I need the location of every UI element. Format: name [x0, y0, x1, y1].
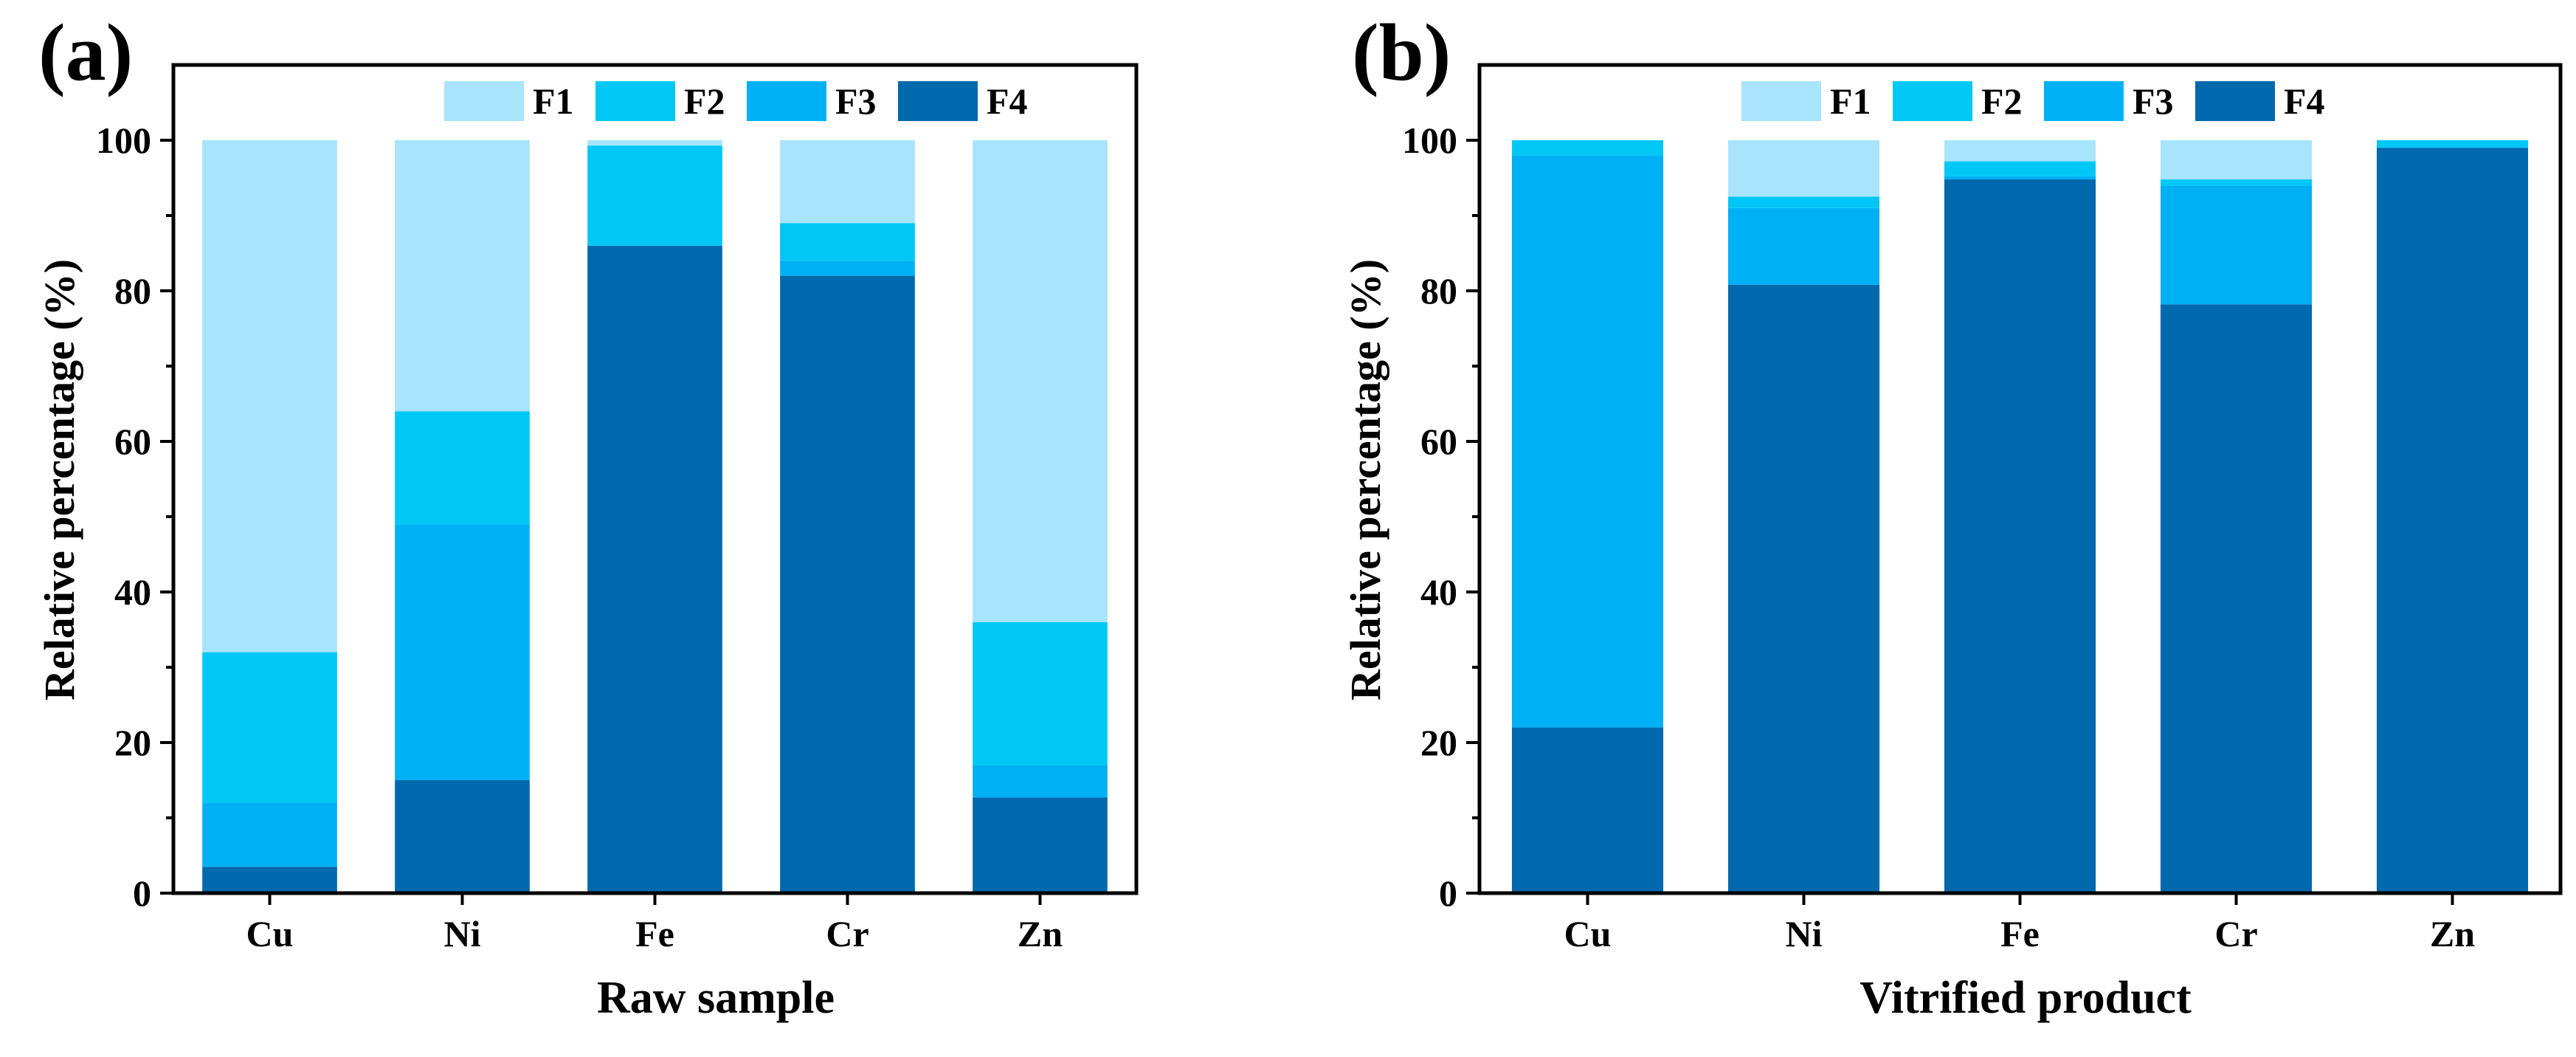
bar-cu-f2: [202, 652, 337, 803]
x-tick-label: Zn: [2430, 913, 2475, 954]
legend-label-f3: F3: [835, 80, 877, 122]
legend-label-f1: F1: [533, 80, 574, 122]
legend: F1 F2 F3 F4: [1741, 80, 2325, 122]
bar-cr-f1: [2160, 140, 2313, 180]
bar-ni-f1: [395, 140, 530, 412]
x-axis-label: Vitrified product: [1860, 973, 2192, 1023]
y-tick-label: 100: [1402, 120, 1457, 161]
bar-cr-f2: [2160, 179, 2313, 186]
x-tick-label: Cr: [826, 913, 869, 954]
bar-fe-f4: [1944, 179, 2096, 894]
bar-ni-f4: [395, 780, 530, 893]
y-tick-label: 100: [96, 120, 151, 161]
legend-swatch-f2: [595, 81, 675, 121]
x-tick-label: Fe: [635, 913, 674, 954]
x-tick-label: Cu: [1564, 913, 1612, 954]
bar-fe-f2: [1944, 161, 2096, 176]
y-tick-label: 60: [1420, 421, 1457, 462]
bar-cr-f4: [780, 275, 915, 894]
y-tick-label: 0: [133, 872, 151, 914]
x-tick-label: Cu: [246, 913, 294, 954]
y-tick-label: 60: [114, 421, 151, 462]
legend-swatch-f3: [747, 81, 826, 121]
bar-fe-f3: [1944, 176, 2096, 180]
y-tick-label: 40: [1420, 571, 1457, 613]
bar-zn-f4: [2376, 148, 2529, 893]
y-tick-label: 80: [1420, 270, 1457, 311]
bar-fe-f4: [587, 245, 722, 893]
bar-zn-f2: [2376, 140, 2529, 148]
legend-swatch-f2: [1893, 81, 1972, 121]
legend-label-f2: F2: [684, 80, 725, 122]
panel-label: (b): [1352, 7, 1451, 97]
y-tick-label: 40: [114, 571, 151, 613]
bar-ni-f2: [395, 411, 530, 525]
panel-b: Cu Ni Fe Cr Zn 0 20 40 60 80 100 Relative percentag…: [1341, 7, 2563, 1023]
bar-cr-f3: [2160, 185, 2313, 305]
plot-frame: [1477, 63, 2563, 895]
y-tick-label: 20: [1420, 722, 1457, 763]
y-tick-label: 20: [114, 722, 151, 763]
bar-cu-f3: [202, 802, 337, 867]
y-tick-label: 80: [114, 270, 151, 311]
bar-cr-f3: [780, 261, 915, 276]
bar-zn-f3: [973, 765, 1108, 798]
legend-swatch-f4: [2195, 81, 2275, 121]
legend-swatch-f4: [898, 81, 978, 121]
x-tick-label: Ni: [444, 913, 481, 954]
bar-ni-f2: [1727, 196, 1880, 208]
bar-cu-f4: [1511, 727, 1664, 893]
bar-ni-f3: [1727, 207, 1880, 285]
y-tick-label: 0: [1439, 872, 1457, 914]
bar-cu-f3: [1511, 155, 1664, 728]
bar-ni-f1: [1727, 140, 1880, 197]
bar-cr-f2: [780, 223, 915, 261]
bar-cu-f4: [202, 867, 337, 893]
bar-fe-f2: [587, 145, 722, 246]
x-tick-label: Zn: [1018, 913, 1063, 954]
y-axis-label: Relative percentage (%): [35, 259, 83, 700]
legend-swatch-f3: [2044, 81, 2124, 121]
bar-cu-f2: [1511, 140, 1664, 156]
plot-frame: [171, 63, 1139, 895]
bar-fe-f1: [1944, 140, 2096, 162]
panel-label: (a): [38, 7, 133, 97]
x-tick-label: Cr: [2214, 913, 2257, 954]
legend-swatch-f1: [1741, 81, 1821, 121]
legend: F1 F2 F3 F4: [444, 80, 1028, 122]
x-tick-label: Fe: [2000, 913, 2040, 954]
legend-swatch-f1: [444, 81, 524, 121]
bar-zn-f1: [973, 140, 1108, 622]
bar-ni-f4: [1727, 284, 1880, 894]
x-axis-label: Raw sample: [597, 973, 835, 1023]
panel-a: Cu Ni Fe Cr Zn 0 20 40 60 80 100 Relative percentag…: [35, 7, 1139, 1023]
legend-label-f4: F4: [2284, 80, 2325, 122]
legend-label-f3: F3: [2133, 80, 2174, 122]
bar-zn-f2: [973, 622, 1108, 765]
legend-label-f4: F4: [987, 80, 1028, 122]
bar-cr-f4: [2160, 304, 2313, 893]
legend-label-f2: F2: [1981, 80, 2023, 122]
bar-ni-f3: [395, 524, 530, 780]
y-axis-label: Relative percentage (%): [1341, 259, 1389, 700]
bar-cr-f1: [780, 140, 915, 224]
x-tick-label: Ni: [1786, 913, 1823, 954]
bar-zn-f4: [973, 797, 1108, 893]
bar-fe-f1: [587, 140, 722, 146]
legend-label-f1: F1: [1830, 80, 1871, 122]
bar-cu-f1: [202, 140, 337, 653]
